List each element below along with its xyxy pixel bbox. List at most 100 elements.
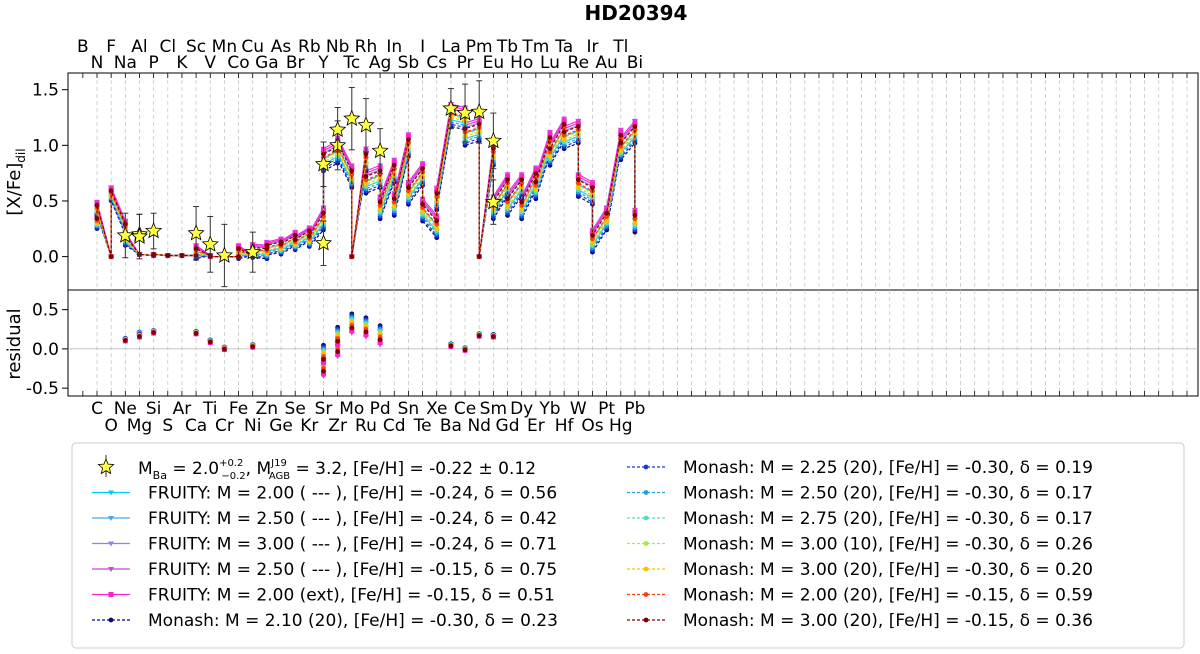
- observation-star: [343, 109, 361, 126]
- legend-marker: [108, 592, 114, 597]
- observation-star: [314, 234, 333, 251]
- element-label-in: In: [386, 37, 402, 57]
- series-point: [377, 203, 383, 208]
- element-label-br: Br: [286, 53, 305, 73]
- series-point: [420, 162, 426, 168]
- element-label-k: K: [176, 53, 188, 73]
- observation-star: [201, 235, 219, 252]
- legend-series-label: Monash: M = 2.75 (20), [Fe/H] = -0.30, δ…: [683, 509, 1093, 529]
- element-label-ir: Ir: [586, 37, 598, 57]
- residual-point: [137, 334, 142, 339]
- element-label-ca: Ca: [185, 416, 207, 436]
- element-label-kr: Kr: [300, 416, 318, 436]
- series-point: [561, 132, 567, 138]
- element-label-cs: Cs: [426, 53, 447, 73]
- series-point: [547, 146, 553, 152]
- series-point: [476, 254, 482, 260]
- legend-marker: [643, 464, 649, 470]
- element-label-er: Er: [527, 416, 545, 436]
- element-label-sm: Sm: [480, 399, 507, 419]
- residual-point: [363, 329, 369, 335]
- legend-obs-part: J19: [270, 458, 287, 469]
- element-label-f: F: [106, 37, 116, 57]
- residual-point: [320, 371, 326, 377]
- residual-point: [349, 328, 355, 334]
- element-label-te: Te: [413, 416, 432, 436]
- element-label-ba: Ba: [440, 416, 462, 436]
- element-label-mn: Mn: [212, 37, 237, 57]
- series-point: [406, 188, 411, 194]
- legend-series-label: Monash: M = 2.10 (20), [Fe/H] = -0.30, δ…: [148, 611, 558, 631]
- element-label-si: Si: [146, 399, 162, 419]
- series-point: [632, 216, 638, 222]
- element-label-c: C: [91, 399, 103, 419]
- element-label-as: As: [271, 37, 292, 57]
- element-label-sr: Sr: [315, 399, 333, 419]
- residual-point: [321, 368, 326, 374]
- series-point: [349, 165, 355, 171]
- residual-point: [207, 339, 213, 345]
- series-point: [533, 167, 539, 173]
- series-point: [533, 174, 539, 179]
- series-point: [604, 210, 610, 216]
- residual-point: [377, 330, 383, 336]
- element-label-tm: Tm: [521, 37, 549, 57]
- element-label-ne: Ne: [114, 399, 137, 419]
- element-label-v: V: [204, 53, 216, 73]
- y-axis-label: [X/Fe]dil: [4, 148, 28, 215]
- series-point: [179, 253, 185, 258]
- series-point: [391, 162, 397, 168]
- observation-star: [371, 141, 389, 159]
- legend-series-label: Monash: M = 3.00 (10), [Fe/H] = -0.30, δ…: [683, 535, 1093, 555]
- element-label-ce: Ce: [454, 399, 476, 419]
- legend-series-label: Monash: M = 2.00 (20), [Fe/H] = -0.15, δ…: [683, 586, 1093, 606]
- element-label-zr: Zr: [328, 416, 347, 436]
- series-point: [561, 129, 567, 135]
- legend-marker: [108, 490, 114, 496]
- series-point: [434, 190, 440, 196]
- series-point: [363, 151, 369, 157]
- element-label-pm: Pm: [466, 37, 493, 57]
- series-point: [590, 185, 595, 191]
- residual-point: [363, 332, 369, 338]
- observation-star: [187, 224, 205, 241]
- legend-marker: [643, 592, 649, 597]
- series-point: [94, 202, 100, 208]
- series-point: [618, 140, 624, 146]
- element-label-ga: Ga: [255, 53, 279, 73]
- element-label-na: Na: [114, 53, 137, 73]
- series-point: [349, 254, 355, 260]
- residual-point: [151, 330, 157, 336]
- legend-obs-label: MBa = 2.0+0.2 −0.2, MJ19 AGB = 3.2, [Fe/H]…: [138, 458, 536, 482]
- element-label-ho: Ho: [510, 53, 533, 73]
- y-tick-label: 0.0: [32, 340, 59, 360]
- series-point: [434, 218, 440, 224]
- residual-point: [321, 350, 326, 356]
- legend-series-label: Monash: M = 2.25 (20), [Fe/H] = -0.30, δ…: [683, 458, 1093, 478]
- series-point: [391, 204, 397, 209]
- series-point: [561, 125, 567, 130]
- observation-star: [215, 246, 233, 263]
- legend: MBa = 2.0+0.2 −0.2, MJ19 AGB = 3.2, [Fe/H]…: [71, 442, 1185, 649]
- element-label-au: Au: [595, 53, 617, 73]
- series-point: [165, 253, 171, 258]
- residual-point: [349, 319, 355, 324]
- residual-point: [193, 330, 199, 336]
- series-point: [363, 174, 369, 179]
- residual-point: [222, 346, 227, 352]
- observation-star: [145, 221, 163, 239]
- legend-obs-part: = 2.0: [167, 459, 219, 479]
- series-point: [547, 131, 553, 137]
- element-label-ta: Ta: [554, 37, 573, 57]
- series-point: [434, 226, 440, 232]
- series-point: [519, 173, 525, 179]
- series-point: [306, 233, 312, 239]
- legend-obs-part: M: [138, 459, 153, 479]
- series-point: [533, 170, 539, 176]
- series-point: [236, 254, 241, 260]
- element-label-ru: Ru: [355, 416, 377, 436]
- element-label-la: La: [441, 37, 461, 57]
- element-label-co: Co: [227, 53, 249, 73]
- series-point: [236, 246, 241, 252]
